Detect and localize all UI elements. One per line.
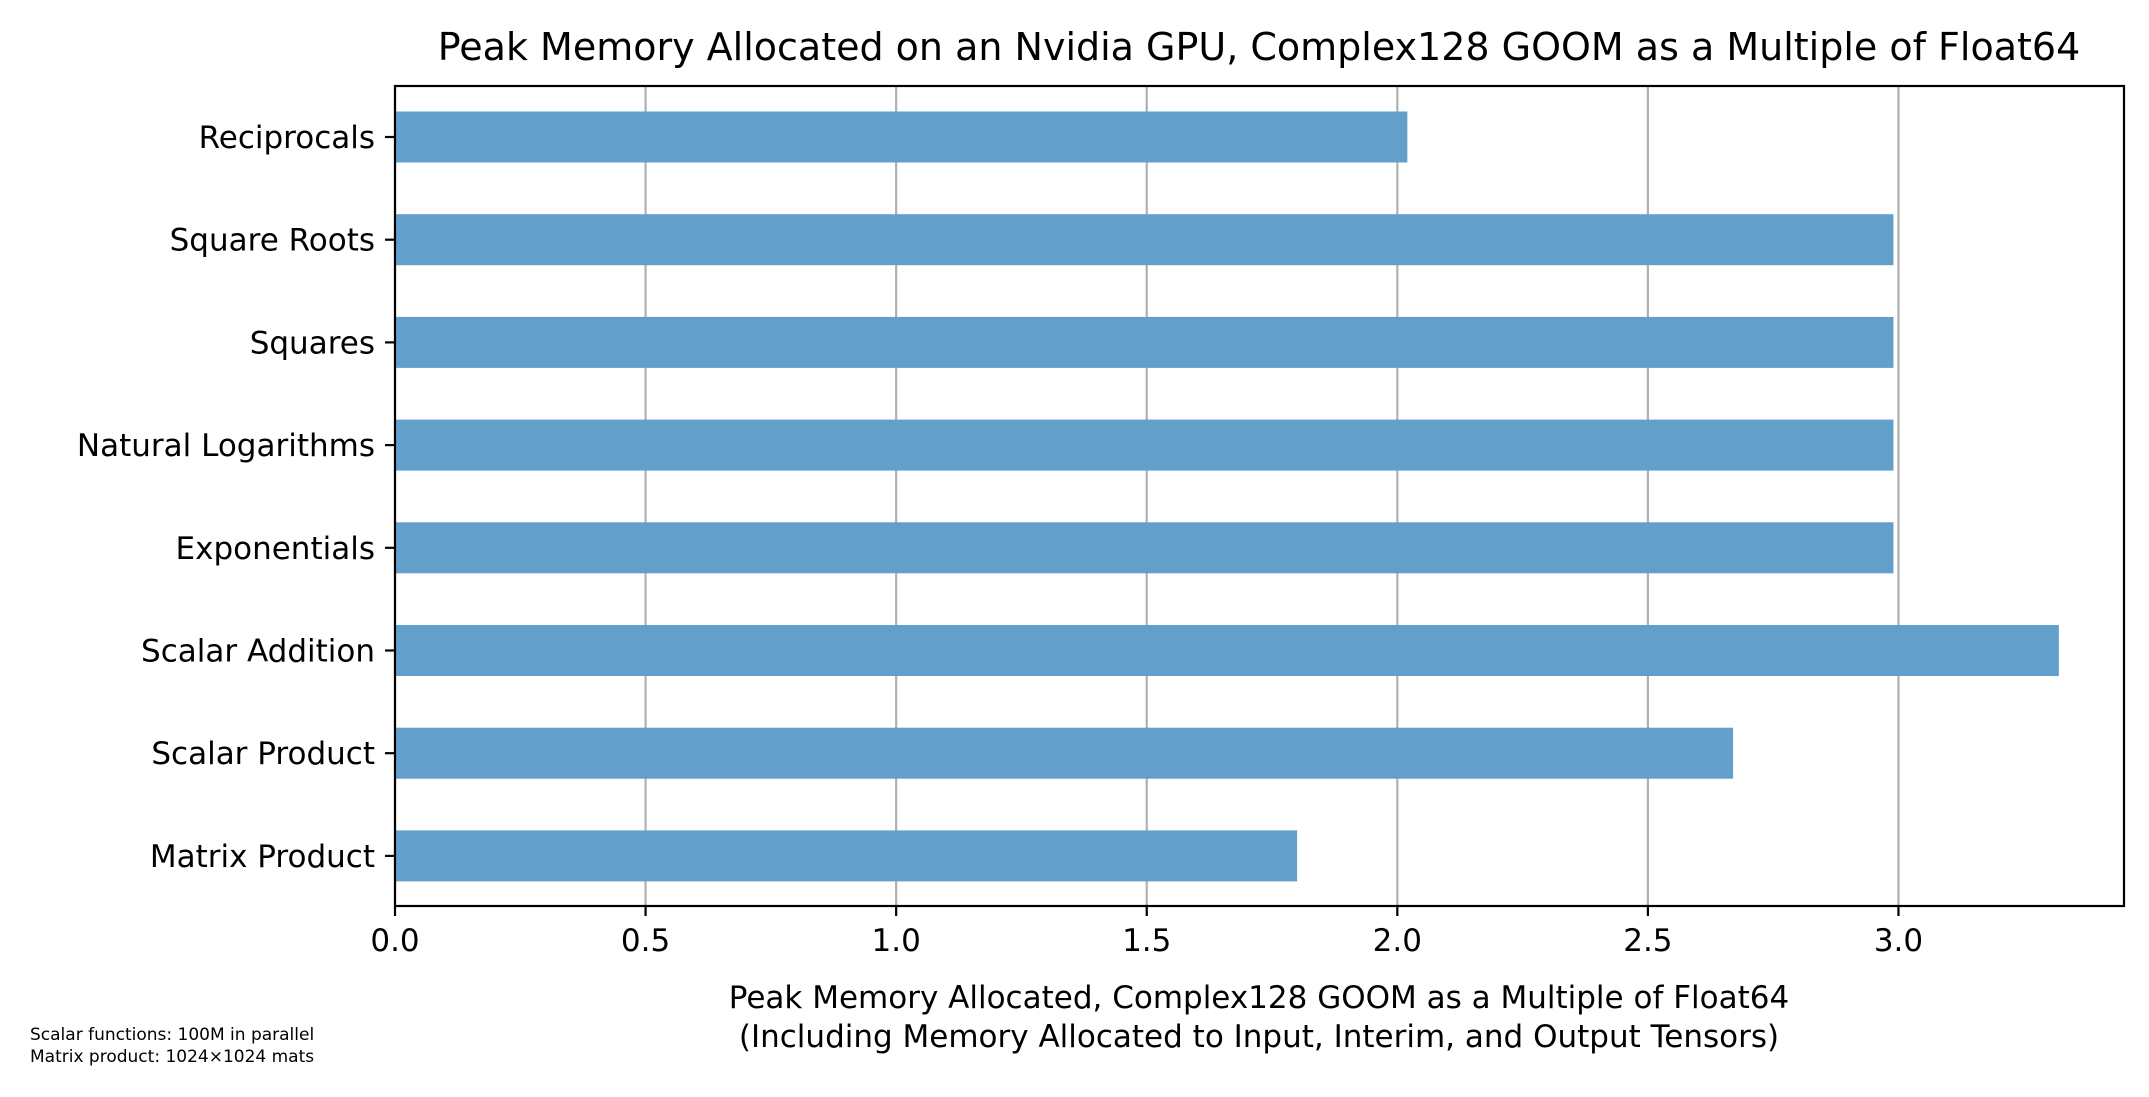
y-tick-label: Square Roots xyxy=(170,223,375,259)
bar xyxy=(395,111,1408,163)
x-tick-label: 1.5 xyxy=(1122,923,1171,959)
chart-title: Peak Memory Allocated on an Nvidia GPU, … xyxy=(438,25,2081,69)
x-tick-label: 0.0 xyxy=(370,923,419,959)
x-axis-label-line-1: Peak Memory Allocated, Complex128 GOOM a… xyxy=(729,980,1789,1016)
bar xyxy=(395,214,1894,266)
y-tick-label: Squares xyxy=(250,325,375,361)
y-tick-label: Exponentials xyxy=(176,531,375,567)
bar xyxy=(395,625,2059,676)
grid-lines xyxy=(393,86,1900,906)
x-tick-label: 0.5 xyxy=(621,923,670,959)
y-tick-label: Scalar Product xyxy=(151,736,375,772)
bar xyxy=(395,830,1298,882)
x-tick-label: 2.5 xyxy=(1623,923,1672,959)
y-tick-label: Natural Logarithms xyxy=(77,428,375,464)
y-axis: Reciprocals Square Roots Squares Natural Lo… xyxy=(77,120,395,875)
bar xyxy=(395,727,1734,779)
bar xyxy=(395,316,1894,368)
x-axis-label-line-2: (Including Memory Allocated to Input, In… xyxy=(739,1019,1779,1055)
bar xyxy=(395,522,1894,574)
annotation-matrix-product: Matrix product: 1024×1024 mats xyxy=(30,1047,314,1067)
x-tick-label: 3.0 xyxy=(1874,923,1923,959)
y-tick-label: Scalar Addition xyxy=(141,634,375,670)
y-tick-label: Reciprocals xyxy=(199,120,375,156)
annotation-scalar-functions: Scalar functions: 100M in parallel xyxy=(30,1025,314,1045)
plot-frame xyxy=(393,84,2126,908)
bars xyxy=(395,111,2059,882)
x-tick-label: 1.0 xyxy=(872,923,921,959)
y-tick-label: Matrix Product xyxy=(150,839,375,875)
x-tick-label: 2.0 xyxy=(1373,923,1422,959)
bar xyxy=(395,419,1894,471)
x-axis: 0.0 0.5 1.0 1.5 2.0 2.5 3.0 xyxy=(370,906,1923,959)
